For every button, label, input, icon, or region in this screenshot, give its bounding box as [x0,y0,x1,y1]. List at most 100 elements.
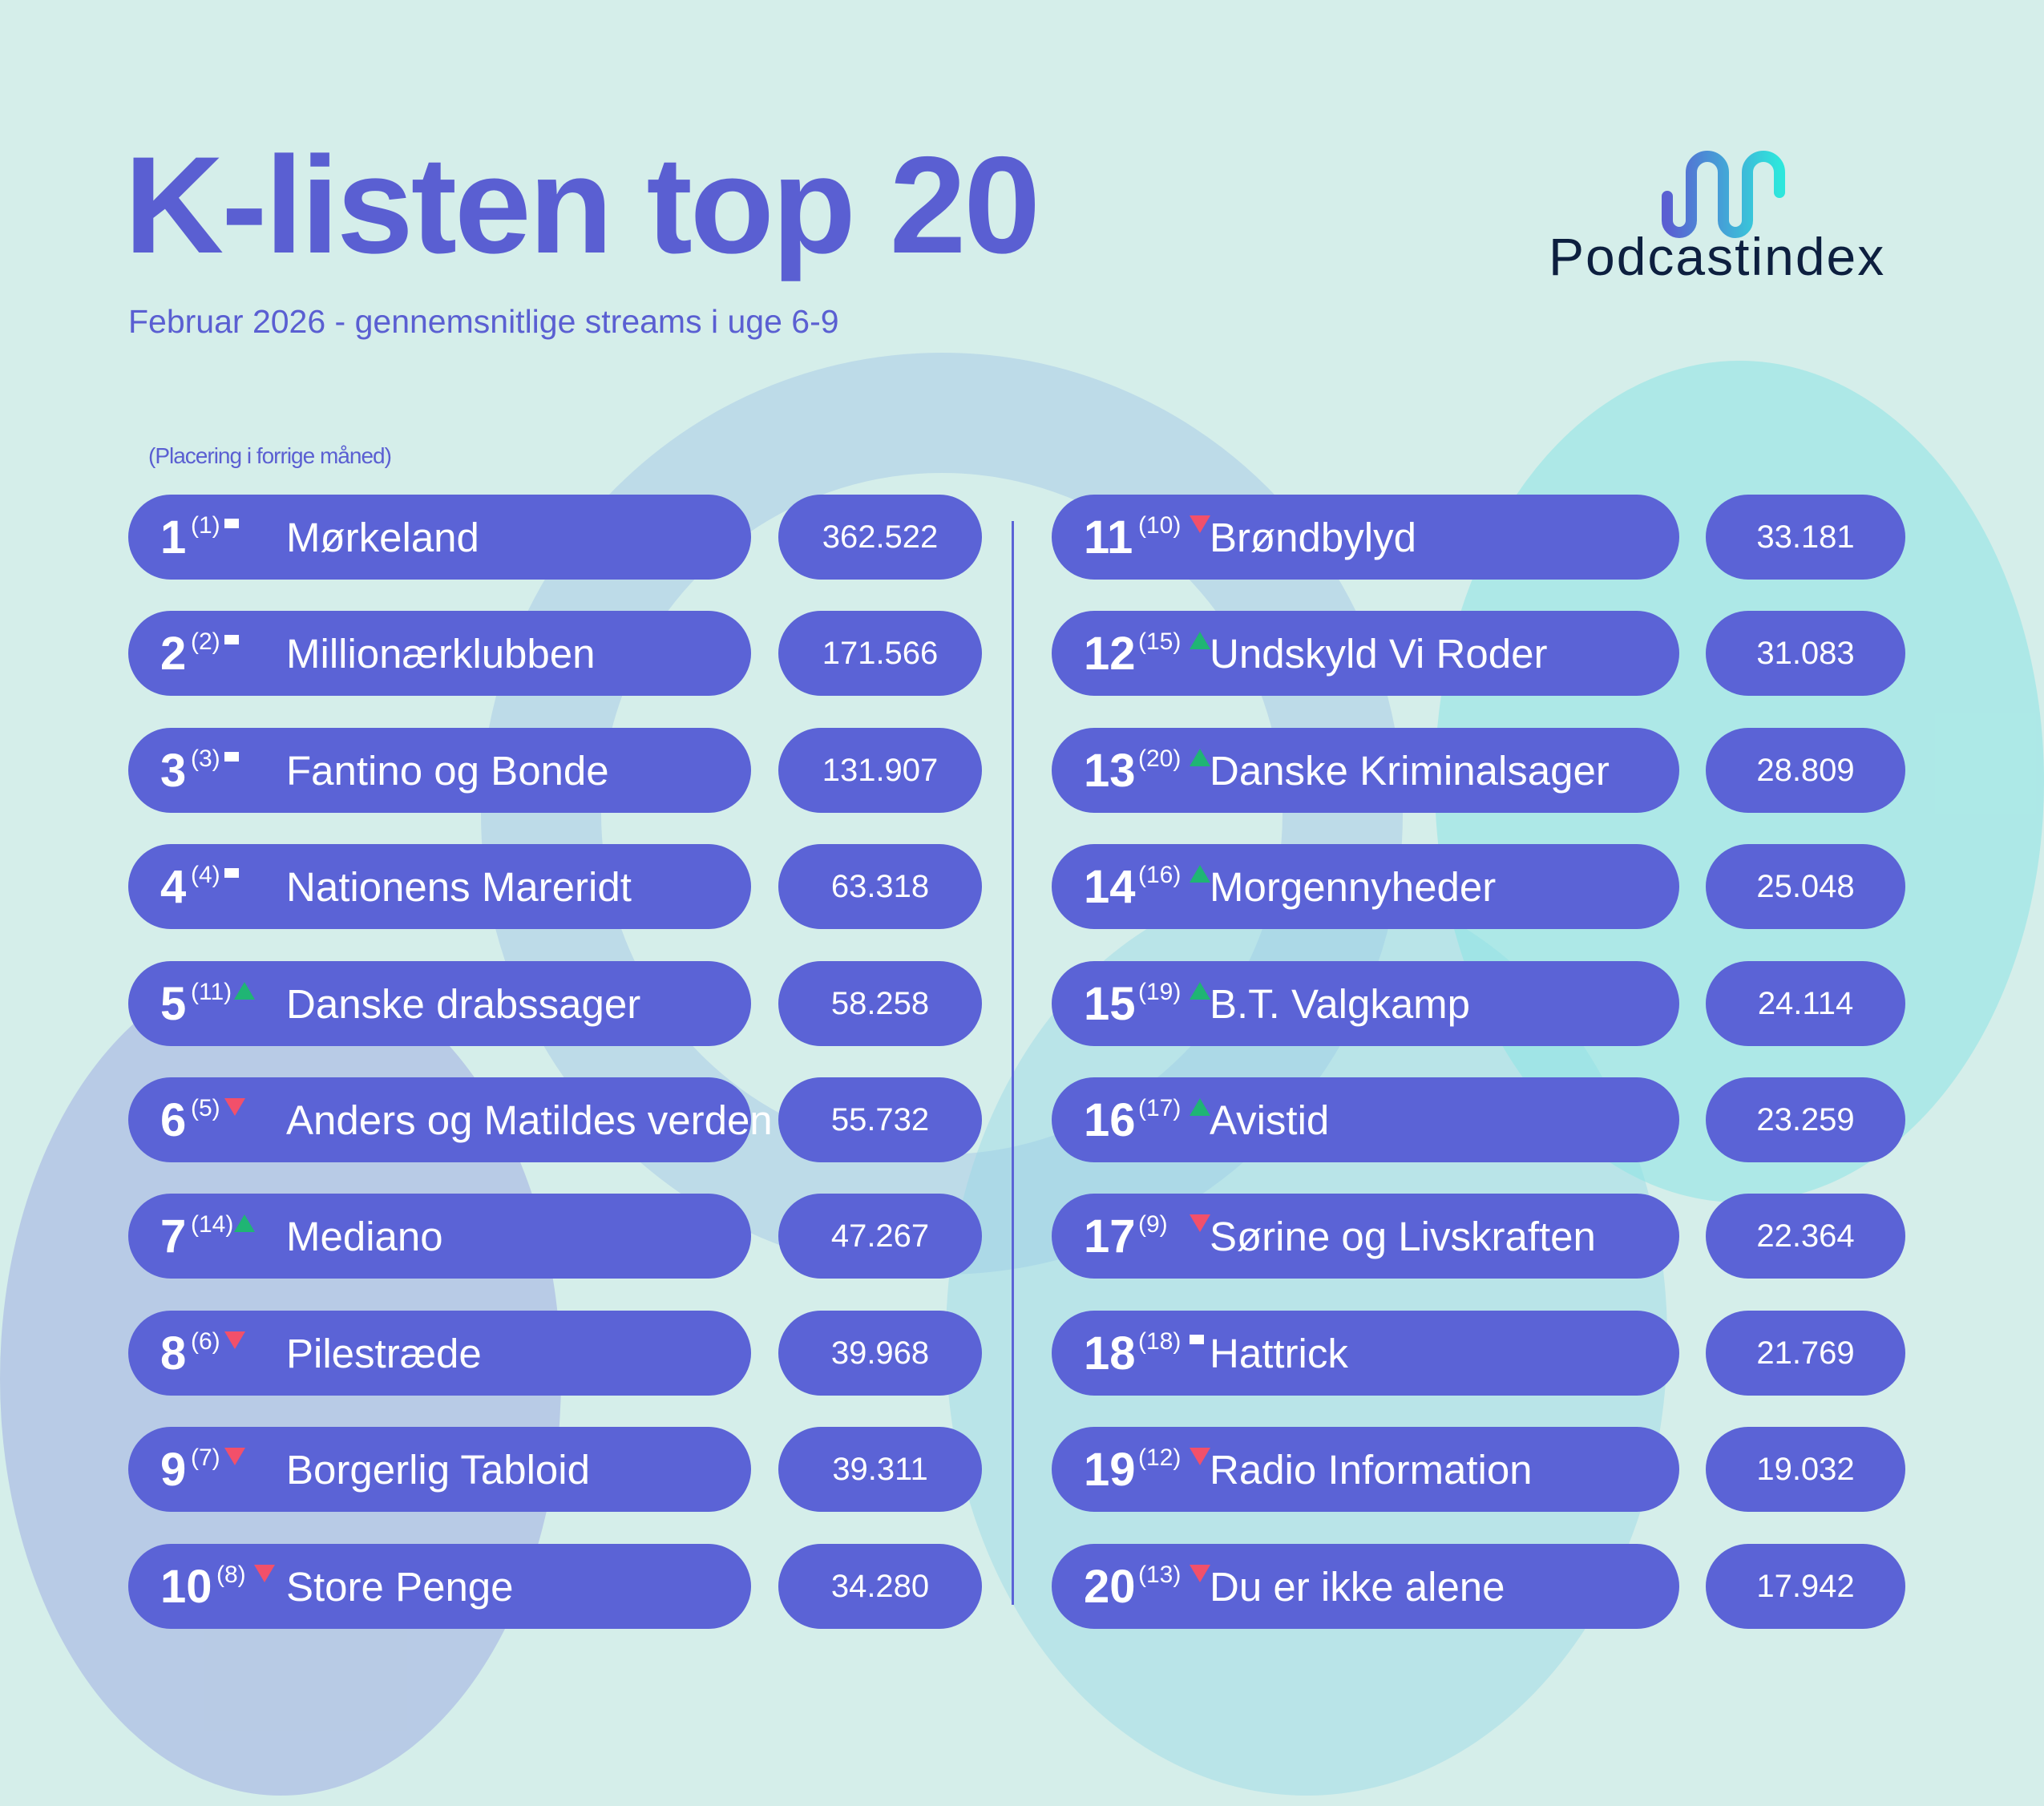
podcast-name: Avistid [1210,1097,1330,1143]
podcast-pill: 16 (17) Avistid [1052,1077,1679,1162]
trend-down-icon [1190,1214,1210,1233]
rank: 10 [160,1560,212,1613]
streams-value: 19.032 [1706,1427,1905,1513]
podcast-pill: 13 (20) Danske Kriminalsager [1052,727,1679,813]
streams-value: 55.732 [778,1077,982,1162]
trend-up-icon [234,981,255,1000]
streams-value: 23.259 [1706,1077,1905,1162]
podcast-pill: 8 (6) Pilestræde [128,1310,751,1396]
streams-value: 33.181 [1706,495,1905,580]
previous-rank: (8) [216,1561,246,1588]
trend-up-icon [1190,748,1210,766]
podcast-pill: 5 (11) Danske drabssager [128,960,751,1046]
podcast-pill: 14 (16) Morgennyheder [1052,844,1679,930]
trend-same-icon [224,635,239,645]
streams-value: 63.318 [778,844,982,930]
previous-rank: (5) [191,1095,220,1121]
previous-rank: (19) [1138,978,1182,1005]
streams-value: 34.280 [778,1543,982,1629]
previous-rank: (12) [1138,1444,1182,1472]
streams-value: 131.907 [778,727,982,813]
rank: 16 [1084,1094,1136,1146]
podcast-pill: 12 (15) Undskyld Vi Roder [1052,611,1679,697]
trend-same-icon [1190,1334,1204,1344]
podcast-name: Undskyld Vi Roder [1210,631,1548,677]
podcast-name: Pilestræde [286,1330,482,1376]
rank: 20 [1084,1560,1136,1613]
rank: 7 [160,1210,187,1263]
previous-rank: (14) [191,1211,234,1238]
podcast-pill: 4 (4) Nationens Mareridt [128,844,751,930]
podcast-name: Radio Information [1210,1447,1533,1493]
rank: 4 [160,861,187,914]
podcast-name: Borgerlig Tabloid [286,1447,590,1493]
rank: 5 [160,977,187,1030]
rank: 12 [1084,628,1136,681]
trend-up-icon [234,1214,255,1233]
previous-rank: (16) [1138,862,1182,889]
rank: 17 [1084,1210,1136,1263]
podcast-pill: 20 (13) Du er ikke alene [1052,1543,1679,1629]
rank: 9 [160,1444,187,1497]
podcast-name: Brøndbylyd [1210,515,1416,560]
podcast-name: Store Penge [286,1563,514,1610]
podcast-pill: 19 (12) Radio Information [1052,1427,1679,1513]
previous-rank: (2) [191,628,220,656]
podcast-name: B.T. Valgkamp [1210,980,1471,1027]
streams-value: 171.566 [778,611,982,697]
rank: 8 [160,1327,187,1380]
logo-text: Podcastindex [1549,227,1886,286]
column-divider [1012,521,1014,1605]
podcast-pill: 2 (2) Millionærklubben [128,611,751,697]
trend-down-icon [1190,1564,1210,1582]
previous-rank: (20) [1138,745,1182,772]
podcast-pill: 15 (19) B.T. Valgkamp [1052,960,1679,1046]
podcast-pill: 1 (1) Mørkeland [128,495,751,580]
podcast-name: Mediano [286,1214,443,1260]
rank: 13 [1084,744,1136,797]
page-subtitle: Februar 2026 - gennemsnitlige streams i … [128,303,839,340]
podcast-name: Fantino og Bonde [286,747,609,794]
trend-up-icon [1190,865,1210,883]
rank: 18 [1084,1327,1136,1380]
previous-rank: (4) [191,862,220,889]
podcast-pill: 3 (3) Fantino og Bonde [128,727,751,813]
podcast-name: Hattrick [1210,1330,1348,1376]
previous-rank: (13) [1138,1561,1182,1588]
trend-same-icon [224,751,239,762]
previous-rank: (11) [191,978,232,1005]
rank: 11 [1084,511,1133,564]
streams-value: 31.083 [1706,611,1905,697]
previous-rank-note: (Placering i forrige måned) [148,443,392,468]
rank: 3 [160,744,187,797]
podcast-name: Anders og Matildes verden [286,1097,773,1143]
rank: 15 [1084,977,1136,1030]
streams-value: 39.311 [778,1427,982,1513]
podcast-name: Du er ikke alene [1210,1563,1505,1610]
rank: 6 [160,1094,187,1146]
podcastindex-logo-icon [1662,151,1785,238]
rank: 14 [1084,861,1136,914]
podcast-name: Danske Kriminalsager [1210,747,1610,794]
streams-value: 21.769 [1706,1310,1905,1396]
streams-value: 25.048 [1706,844,1905,930]
streams-value: 17.942 [1706,1543,1905,1629]
podcast-pill: 10 (8) Store Penge [128,1543,751,1629]
podcast-name: Millionærklubben [286,631,596,677]
streams-value: 28.809 [1706,727,1905,813]
podcast-pill: 11 (10) Brøndbylyd [1052,495,1679,580]
page-title: K-listen top 20 [124,128,1040,282]
previous-rank: (18) [1138,1327,1182,1355]
rank: 19 [1084,1444,1136,1497]
streams-value: 47.267 [778,1194,982,1279]
previous-rank: (3) [191,745,220,772]
trend-same-icon [224,868,239,879]
previous-rank: (15) [1138,628,1182,656]
previous-rank: (7) [191,1444,220,1472]
trend-down-icon [1190,515,1210,533]
previous-rank: (9) [1138,1211,1168,1238]
podcast-name: Sørine og Livskraften [1210,1214,1596,1260]
trend-down-icon [254,1564,275,1582]
trend-same-icon [224,519,239,528]
trend-down-icon [224,1448,245,1466]
